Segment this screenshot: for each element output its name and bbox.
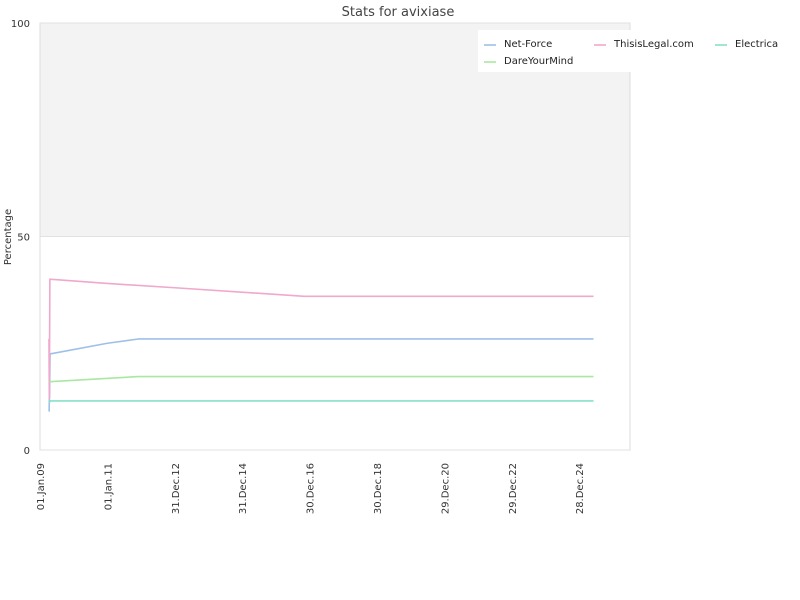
legend-box	[478, 30, 788, 72]
y-axis-ticks: 0 50 100	[11, 19, 30, 457]
x-tick-label: 29.Dec.22	[508, 463, 519, 514]
y-tick-label: 50	[17, 233, 30, 244]
y-tick-label: 0	[24, 446, 30, 457]
x-axis-ticks: 01.Jan.09 01.Jan.11 31.Dec.12 31.Dec.14 30.D…	[36, 463, 586, 514]
legend-entry: ThisisLegal.com	[613, 39, 694, 50]
x-tick-label: 30.Dec.18	[373, 463, 384, 514]
x-tick-label: 01.Jan.09	[36, 463, 47, 510]
x-tick-label: 31.Dec.14	[238, 463, 249, 514]
series-lines	[48, 278, 594, 412]
legend-entry: Electrica	[735, 39, 778, 50]
legend-entry: DareYourMind	[504, 56, 573, 67]
gridlines	[40, 22, 630, 451]
y-axis-label: Percentage	[3, 209, 14, 265]
x-tick-label: 29.Dec.20	[440, 463, 451, 514]
x-tick-label: 28.Dec.24	[575, 463, 586, 514]
x-tick-label: 30.Dec.16	[306, 463, 317, 514]
legend-entry: Net-Force	[504, 39, 552, 50]
series-line-2	[48, 400, 594, 404]
legend: Net-Force ThisisLegal.com Electrica DareYou…	[484, 39, 778, 67]
x-tick-label: 31.Dec.12	[171, 463, 182, 514]
series-line-1	[48, 278, 594, 400]
x-tick-label: 01.Jan.11	[103, 463, 114, 510]
series-line-3	[49, 375, 594, 383]
chart-title: Stats for avixiase	[342, 5, 455, 20]
y-tick-label: 100	[11, 19, 30, 30]
